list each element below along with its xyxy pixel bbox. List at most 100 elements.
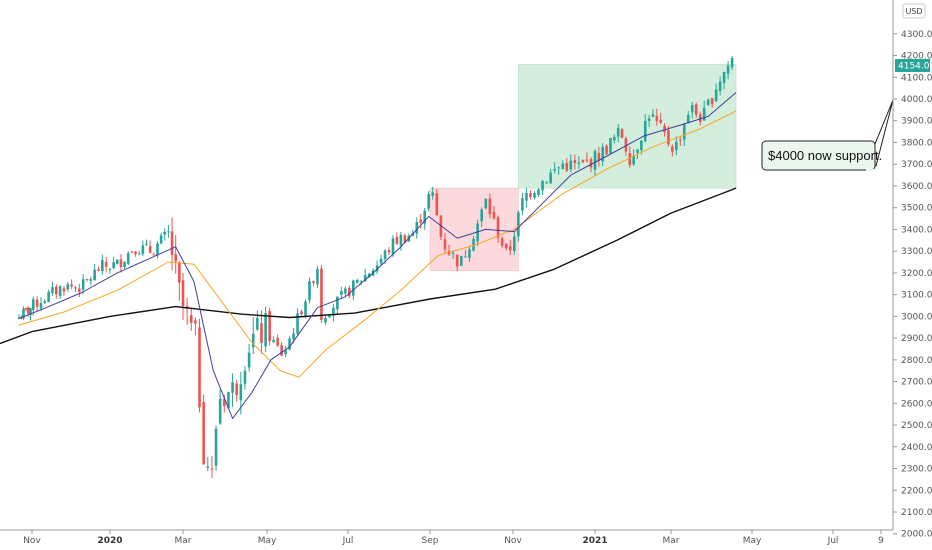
candle: [597, 147, 601, 167]
price-zones: [429, 63, 737, 271]
y-tick-label: 2300.00: [901, 465, 932, 475]
y-tick-label: 2500.00: [901, 421, 932, 431]
y-tick-label: 4200.00: [901, 52, 932, 62]
candle: [411, 229, 415, 236]
candle: [116, 259, 119, 265]
candle: [643, 114, 647, 143]
candle: [24, 307, 28, 312]
candle: [58, 284, 62, 299]
candle: [320, 264, 323, 323]
candle: [227, 391, 230, 410]
candle: [308, 277, 311, 304]
candle: [300, 309, 303, 316]
candle: [435, 188, 439, 216]
candle: [415, 217, 419, 239]
candle: [678, 135, 682, 147]
candle: [89, 276, 93, 286]
candle: [276, 334, 279, 348]
candle: [549, 168, 552, 184]
candle: [159, 232, 163, 245]
y-tick-label: 3700.00: [901, 160, 932, 170]
callout-box: [761, 140, 876, 171]
x-tick-label: Mar: [175, 536, 192, 546]
y-tick-label: 2700.00: [901, 378, 932, 388]
time-axis[interactable]: Nov 2020 Mar May Jul Sep Nov 2021 Mar May Jul 9: [0, 529, 893, 546]
candle: [423, 208, 427, 230]
candle: [22, 306, 25, 321]
candle: [399, 231, 403, 251]
candle: [620, 128, 624, 139]
candle: [78, 283, 81, 298]
candle: [419, 214, 423, 229]
candle: [537, 188, 540, 197]
candle: [62, 285, 66, 296]
candle: [198, 318, 201, 413]
candle: [706, 98, 710, 106]
candle: [39, 297, 43, 312]
candle: [316, 265, 319, 288]
candle: [284, 346, 287, 358]
candle: [304, 299, 307, 319]
candle: [247, 344, 251, 372]
y-tick-label: 3500.00: [901, 204, 932, 214]
candle: [181, 273, 185, 320]
candle: [710, 97, 714, 108]
y-tick-label: 3200.00: [901, 269, 932, 279]
x-tick-label: May: [743, 536, 762, 546]
candle: [730, 55, 734, 71]
candle: [47, 289, 50, 303]
candle: [130, 250, 134, 254]
candle: [145, 239, 148, 246]
y-tick-label: 4100.00: [901, 73, 932, 83]
y-tick-label: 2100.00: [901, 508, 932, 518]
candle: [288, 336, 291, 351]
candle: [480, 207, 484, 228]
candle: [647, 115, 651, 128]
candle: [557, 166, 561, 175]
candle: [504, 243, 508, 251]
y-tick-label: 2800.00: [901, 356, 932, 366]
candle: [533, 191, 536, 200]
candle: [344, 286, 347, 298]
candle: [565, 158, 569, 173]
candle: [569, 154, 573, 172]
candle: [218, 389, 222, 425]
candle: [214, 425, 218, 471]
candle: [202, 394, 205, 465]
candle: [189, 308, 193, 331]
candle: [296, 308, 299, 337]
x-tick-label: 2020: [97, 536, 122, 546]
currency-label[interactable]: USD: [902, 3, 926, 19]
candle: [123, 261, 126, 270]
candle: [675, 136, 678, 156]
candle: [256, 310, 259, 332]
candle: [694, 102, 698, 118]
red-zone: [429, 187, 519, 271]
candle: [553, 162, 556, 174]
candle: [156, 241, 159, 259]
candle: [403, 233, 407, 243]
candle: [280, 342, 283, 357]
y-tick-label: 2200.00: [901, 486, 932, 496]
y-tick-label: 3400.00: [901, 225, 932, 235]
candle: [93, 263, 96, 281]
y-tick-label: 3900.00: [901, 117, 932, 127]
candle: [601, 143, 605, 167]
ma-mid-line: [18, 110, 737, 378]
candle: [324, 315, 327, 326]
current-price-badge: [895, 59, 930, 73]
candle: [35, 296, 39, 311]
candle: [439, 215, 443, 241]
candle: [185, 297, 189, 325]
candle: [722, 71, 726, 90]
candle: [210, 456, 214, 478]
candle: [97, 266, 100, 272]
candle: [43, 299, 47, 304]
candle: [431, 186, 435, 200]
candle: [581, 159, 585, 163]
candle: [81, 274, 85, 295]
price-axis[interactable]: 4300.00 4200.00 4100.00 4000.00 3900.00 3800.…: [892, 0, 932, 540]
x-tick-label: 2021: [582, 536, 607, 546]
candle: [66, 282, 70, 292]
